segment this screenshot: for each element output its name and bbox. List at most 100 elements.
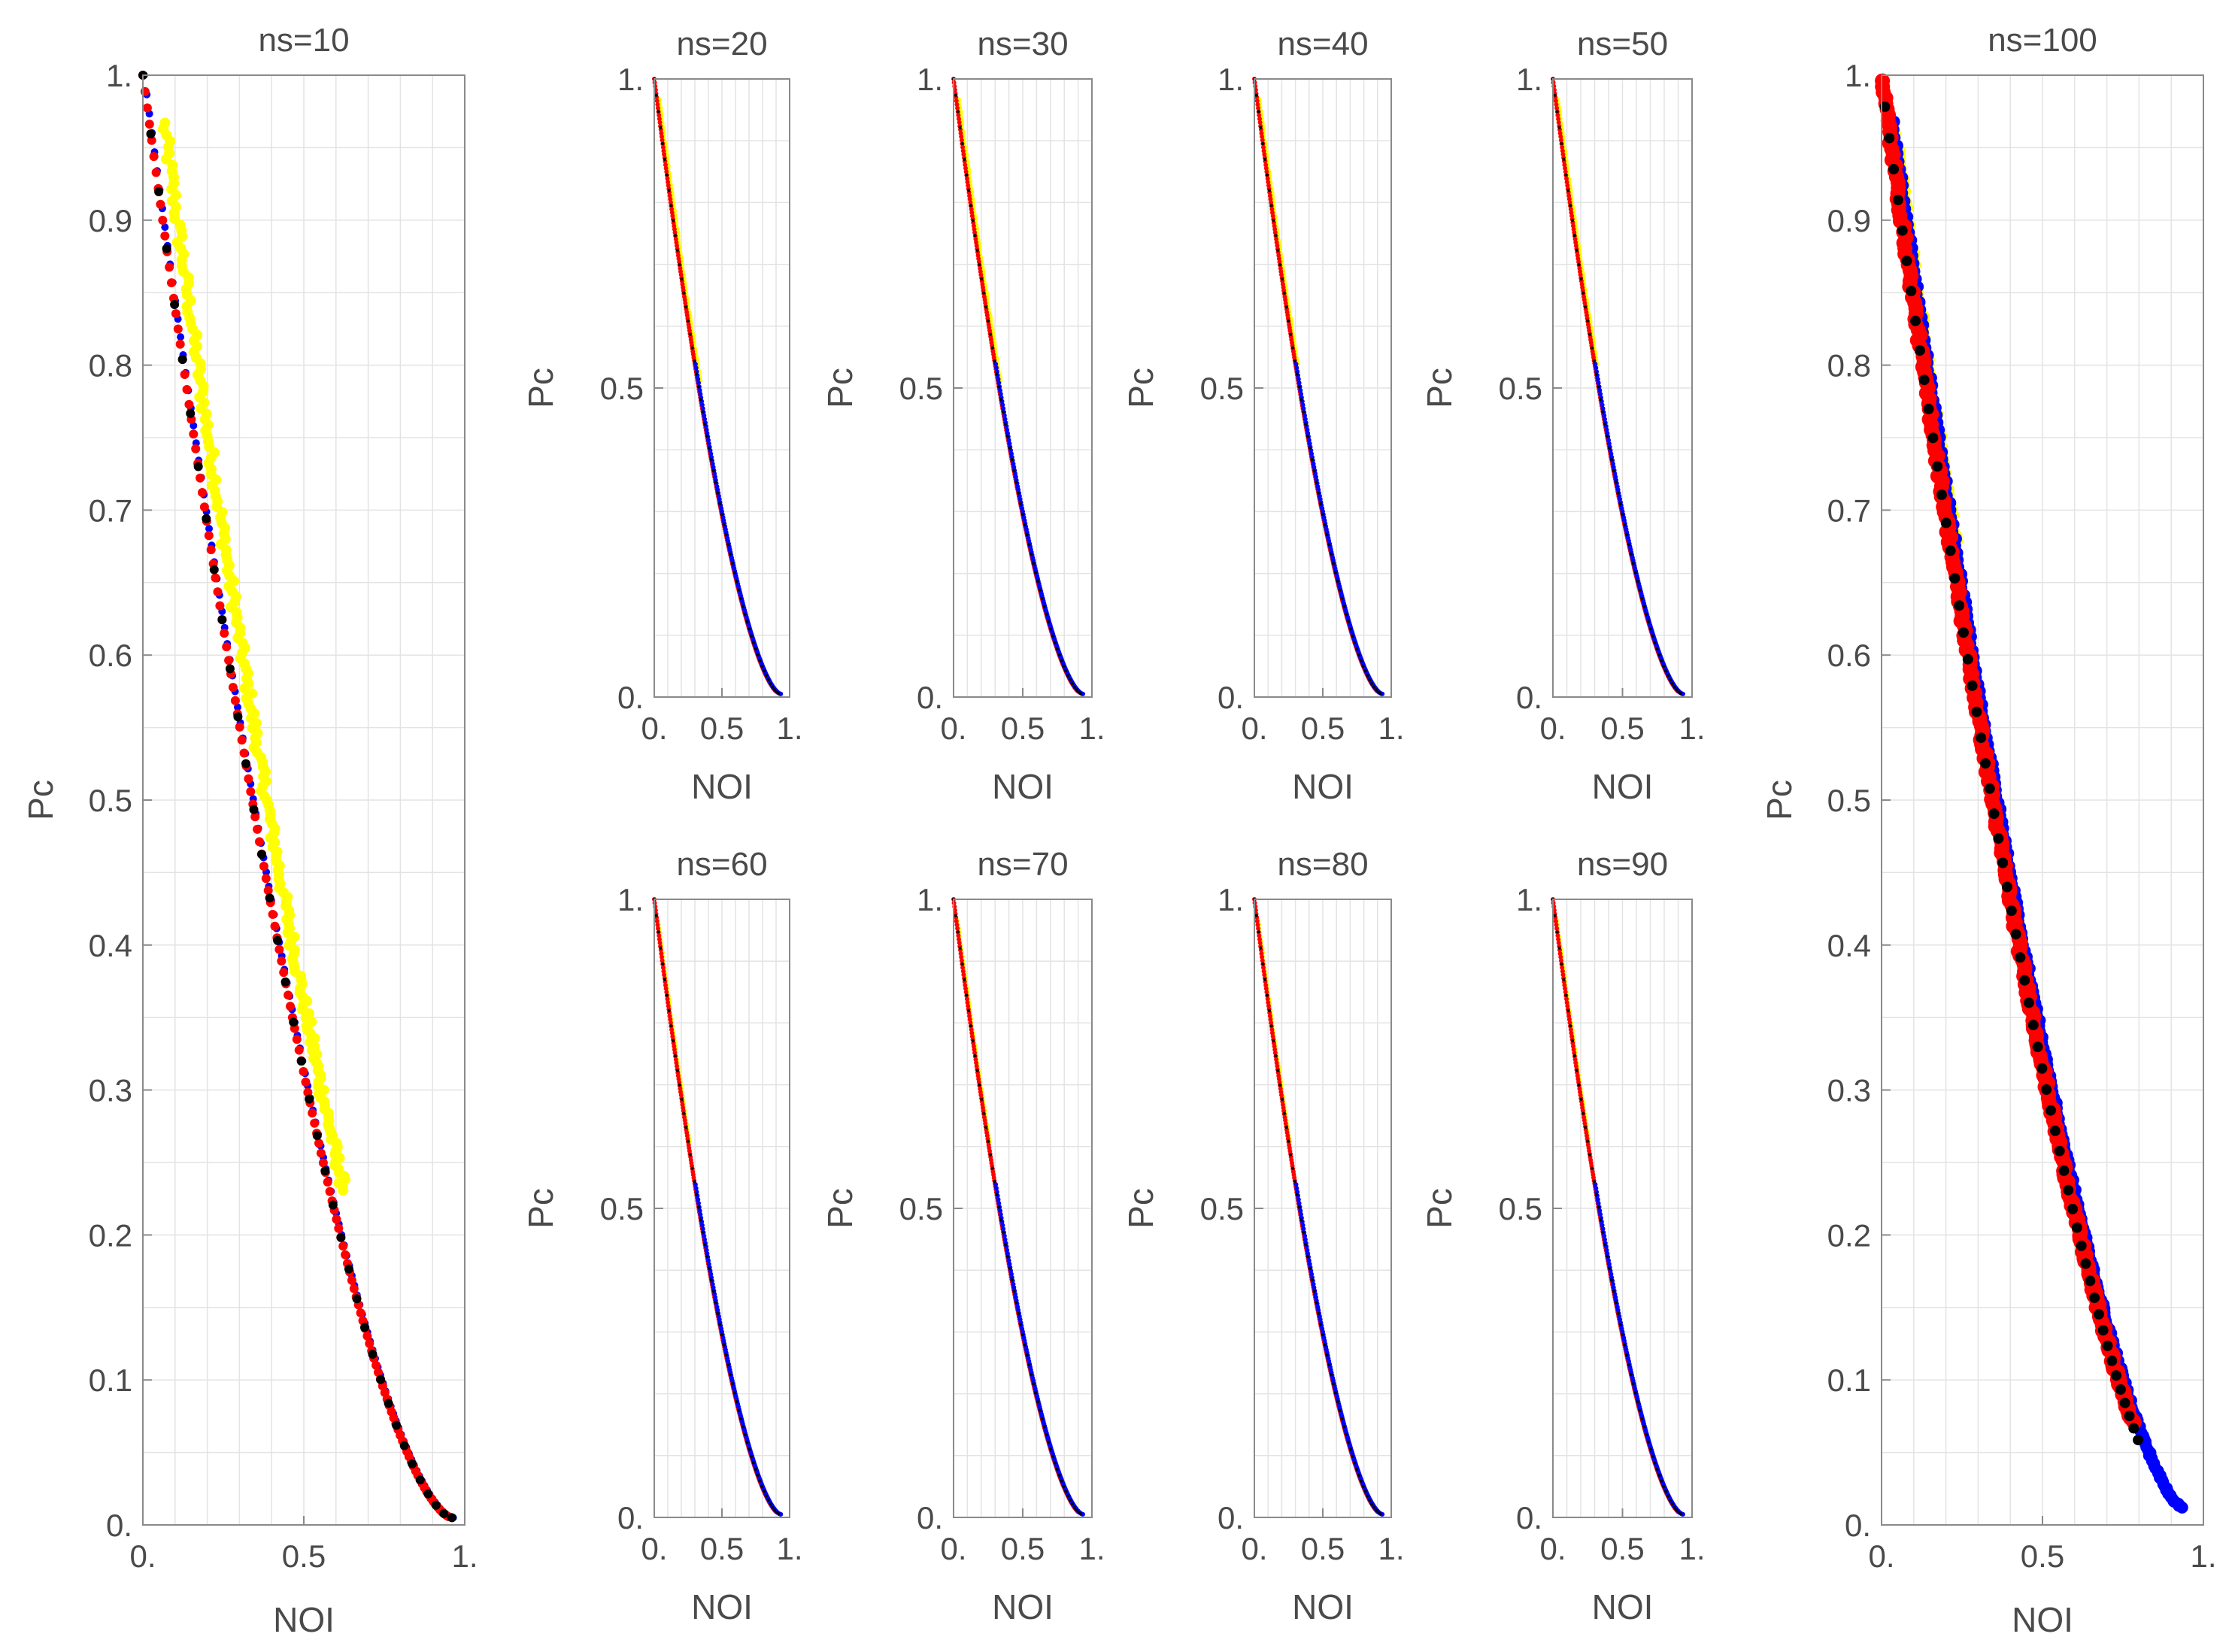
data-point — [1374, 688, 1378, 692]
x-tick-label: 0.5 — [1001, 711, 1045, 746]
data-point — [754, 647, 757, 650]
data-point — [1308, 1266, 1312, 1270]
data-point — [1675, 688, 1679, 692]
data-point — [140, 86, 150, 96]
data-point — [663, 157, 666, 161]
data-point — [1308, 446, 1312, 450]
y-tick-label: 1. — [1516, 62, 1542, 97]
data-point — [1072, 685, 1076, 689]
data-point — [1586, 319, 1590, 323]
data-point — [1005, 435, 1009, 438]
data-point — [1355, 647, 1359, 650]
data-point — [1562, 157, 1566, 161]
chart-title: ns=30 — [977, 26, 1068, 62]
x-tick-label: 0.5 — [282, 1538, 326, 1574]
data-point — [1588, 332, 1591, 336]
data-point — [984, 305, 987, 309]
data-point — [669, 210, 675, 215]
data-point — [969, 204, 972, 208]
data-point — [1340, 1417, 1344, 1420]
data-point — [344, 1264, 353, 1274]
data-point — [688, 332, 692, 336]
data-point — [773, 1508, 776, 1512]
data-point — [996, 377, 1001, 382]
data-point — [1372, 1505, 1375, 1509]
data-point — [1655, 647, 1659, 650]
data-point — [1030, 1372, 1033, 1376]
data-point — [205, 525, 213, 532]
data-point — [175, 339, 185, 349]
data-point — [1274, 237, 1279, 241]
data-point — [654, 93, 658, 97]
data-point — [703, 1243, 707, 1246]
data-point — [990, 346, 994, 350]
data-point — [674, 1054, 678, 1058]
data-point — [1257, 110, 1260, 114]
data-point — [699, 1218, 702, 1222]
data-point — [655, 102, 660, 107]
data-point — [1603, 423, 1607, 426]
data-point — [1007, 441, 1012, 446]
data-point — [666, 180, 671, 185]
data-point — [1018, 502, 1022, 505]
data-point — [1296, 1197, 1301, 1202]
data-point — [693, 365, 699, 371]
y-axis-label: Pc — [820, 368, 860, 408]
data-point — [1378, 692, 1382, 696]
data-point — [669, 204, 673, 208]
data-point — [1332, 562, 1335, 565]
data-point — [325, 1187, 335, 1196]
data-point — [1257, 120, 1263, 125]
series-black — [952, 77, 1083, 696]
data-point — [180, 370, 190, 379]
data-point — [969, 214, 975, 219]
x-axis-label: NOI — [1292, 767, 1354, 806]
data-point — [745, 1440, 749, 1444]
data-point — [1572, 234, 1576, 238]
data-point — [1584, 305, 1588, 309]
data-point — [162, 244, 171, 253]
data-point — [664, 169, 669, 174]
data-point — [1030, 552, 1033, 556]
data-point — [699, 402, 705, 408]
data-point — [318, 1158, 328, 1168]
data-point — [997, 1205, 1001, 1209]
data-point — [777, 692, 781, 696]
data-point — [763, 669, 766, 673]
data-point — [1336, 580, 1339, 584]
data-point — [743, 1432, 747, 1436]
data-point — [958, 126, 962, 129]
data-point — [1310, 458, 1314, 462]
data-point — [328, 1200, 338, 1210]
data-point — [1032, 1382, 1036, 1386]
data-point — [695, 372, 699, 376]
y-tick-label: 1. — [917, 882, 943, 917]
data-point — [1645, 612, 1648, 616]
y-tick-label: 0.7 — [89, 493, 132, 528]
data-point — [1045, 612, 1048, 616]
data-point — [656, 105, 660, 111]
data-point — [729, 1372, 732, 1376]
data-point — [1023, 1343, 1027, 1347]
data-point — [1357, 1474, 1361, 1477]
data-point — [955, 105, 960, 111]
x-axis-label: NOI — [691, 767, 753, 806]
data-point — [756, 1474, 760, 1477]
data-point — [1594, 365, 1599, 371]
data-point — [1010, 1278, 1014, 1282]
data-point — [160, 231, 170, 241]
data-point — [673, 237, 678, 241]
data-point — [672, 230, 678, 235]
data-point — [743, 612, 747, 616]
x-axis-label: NOI — [992, 1587, 1054, 1626]
data-point — [273, 935, 283, 945]
y-tick-label: 0. — [1218, 1500, 1244, 1535]
data-point — [341, 1250, 350, 1259]
data-point — [1327, 543, 1331, 547]
data-point — [969, 210, 975, 215]
data-point — [1672, 685, 1676, 689]
data-point — [678, 1083, 681, 1087]
